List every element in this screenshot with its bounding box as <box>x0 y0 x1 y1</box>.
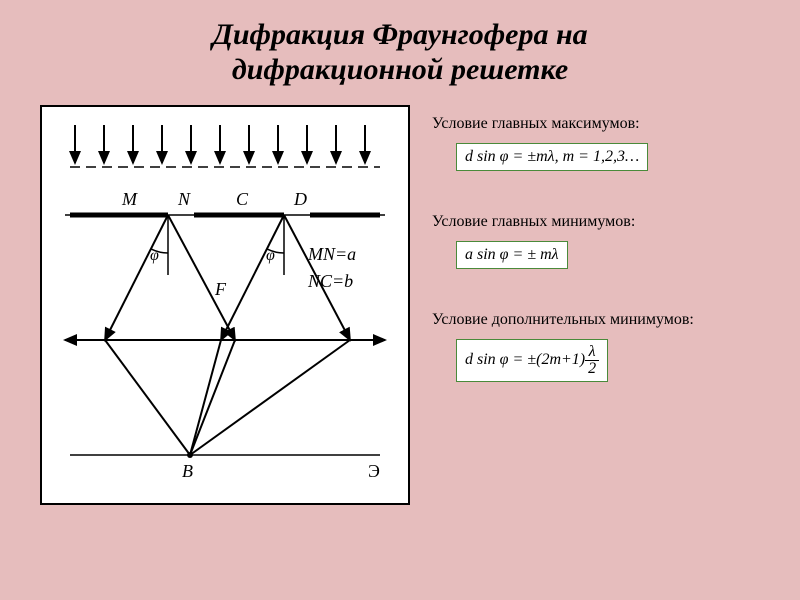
svg-text:B: B <box>182 461 193 481</box>
condition-formula: d sin φ = ±mλ, m = 1,2,3… <box>456 143 648 171</box>
condition-minima: Условие главных минимумов: a sin φ = ± m… <box>432 213 760 269</box>
condition-additional-minima: Условие дополнительных минимумов: d sin … <box>432 311 760 382</box>
svg-text:N: N <box>177 189 191 209</box>
diagram-frame: MNCDMN=aNC=bφφFBЭ <box>40 105 410 505</box>
content-row: MNCDMN=aNC=bφφFBЭ Условие главных максим… <box>40 105 760 505</box>
page-title: Дифракция Фраунгофера на дифракционной р… <box>40 18 760 87</box>
condition-label: Условие дополнительных минимумов: <box>432 311 760 329</box>
condition-label: Условие главных минимумов: <box>432 213 760 231</box>
svg-text:Э: Э <box>368 461 380 481</box>
condition-formula: d sin φ = ±(2m+1)λ2 <box>456 339 608 382</box>
condition-label: Условие главных максимумов: <box>432 115 760 133</box>
svg-text:F: F <box>214 279 227 299</box>
condition-formula: a sin φ = ± mλ <box>456 241 568 269</box>
svg-text:C: C <box>236 189 249 209</box>
title-line2: дифракционной решетке <box>232 53 568 86</box>
diffraction-diagram: MNCDMN=aNC=bφφFBЭ <box>50 115 400 495</box>
svg-text:MN=a: MN=a <box>307 244 356 264</box>
condition-maxima: Условие главных максимумов: d sin φ = ±m… <box>432 115 760 171</box>
svg-text:D: D <box>293 189 307 209</box>
conditions-column: Условие главных максимумов: d sin φ = ±m… <box>432 105 760 505</box>
svg-text:NC=b: NC=b <box>307 271 353 291</box>
title-line1: Дифракция Фраунгофера на <box>212 18 587 51</box>
slide-page: Дифракция Фраунгофера на дифракционной р… <box>0 0 800 600</box>
svg-text:M: M <box>121 189 138 209</box>
